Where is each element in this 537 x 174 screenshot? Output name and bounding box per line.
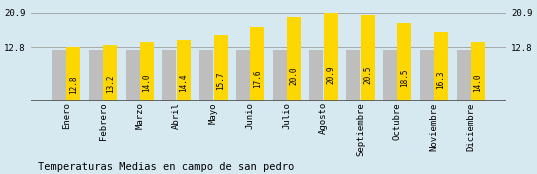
Text: Temperaturas Medias en campo de san pedro: Temperaturas Medias en campo de san pedr… <box>38 162 294 172</box>
Bar <box>199 50 213 101</box>
Bar <box>177 40 191 101</box>
Bar <box>163 50 177 101</box>
Text: 16.3: 16.3 <box>437 71 446 89</box>
Bar <box>287 17 301 101</box>
Bar <box>346 50 360 101</box>
Bar <box>273 50 287 101</box>
Bar <box>434 32 448 101</box>
Text: 20.9: 20.9 <box>326 65 335 84</box>
Bar <box>456 50 470 101</box>
Text: 20.5: 20.5 <box>363 66 372 84</box>
Bar <box>236 50 250 101</box>
Text: 13.2: 13.2 <box>106 75 115 93</box>
Text: 20.0: 20.0 <box>289 66 299 85</box>
Bar <box>103 45 117 101</box>
Text: 17.6: 17.6 <box>253 69 262 88</box>
Text: 12.8: 12.8 <box>69 75 78 94</box>
Bar <box>89 50 103 101</box>
Bar <box>383 50 397 101</box>
Bar <box>420 50 434 101</box>
Bar <box>397 23 411 101</box>
Bar <box>67 47 81 101</box>
Bar <box>360 15 374 101</box>
Bar <box>126 50 140 101</box>
Bar <box>250 27 264 101</box>
Text: 14.4: 14.4 <box>179 73 188 92</box>
Bar <box>324 13 338 101</box>
Bar <box>309 50 323 101</box>
Text: 14.0: 14.0 <box>473 74 482 92</box>
Bar <box>140 42 154 101</box>
Bar <box>52 50 66 101</box>
Text: 14.0: 14.0 <box>142 74 151 92</box>
Text: 15.7: 15.7 <box>216 72 225 90</box>
Bar <box>214 35 228 101</box>
Text: 18.5: 18.5 <box>400 68 409 87</box>
Bar <box>471 42 485 101</box>
